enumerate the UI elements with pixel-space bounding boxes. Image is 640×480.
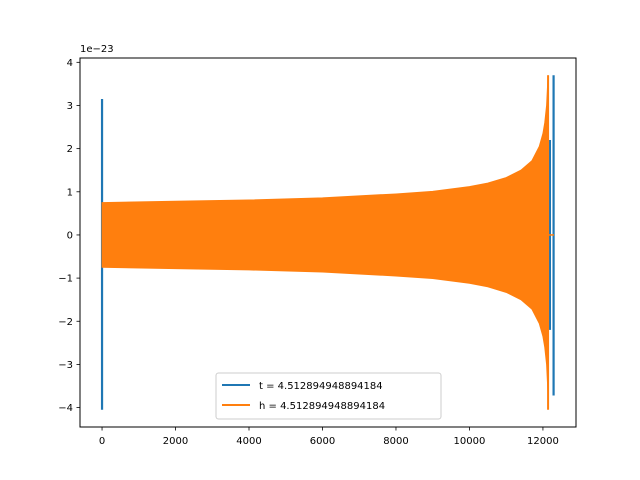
plot-area <box>100 75 555 410</box>
x-tick-label: 12000 <box>527 436 559 447</box>
x-tick-label: 8000 <box>383 436 408 447</box>
axes-frame <box>79 57 577 428</box>
y-tick-label: −2 <box>58 317 73 328</box>
legend-label: t = 4.512894948894184 <box>259 381 383 392</box>
x-tick-label: 6000 <box>310 436 335 447</box>
y-tick-label: 3 <box>67 101 73 112</box>
y-tick-label: −3 <box>58 360 73 371</box>
legend-label: h = 4.512894948894184 <box>259 401 385 412</box>
y-tick-label: −4 <box>58 403 73 414</box>
x-axis: 0 2000 4000 6000 8000 10000 12000 <box>99 427 559 447</box>
y-tick-label: −1 <box>58 274 73 285</box>
y-tick-label: 2 <box>67 144 73 155</box>
x-tick-label: 4000 <box>236 436 261 447</box>
x-tick-label: 10000 <box>454 436 486 447</box>
series-layer <box>100 75 555 410</box>
y-offset-text: 1e−23 <box>80 44 114 55</box>
legend: t = 4.512894948894184 h = 4.5128949488941… <box>215 372 442 420</box>
legend-box <box>215 372 442 420</box>
x-tick-label: 2000 <box>163 436 188 447</box>
y-axis: −4 −3 −2 −1 0 1 2 3 4 <box>58 58 80 414</box>
x-tick-label: 0 <box>99 436 105 447</box>
y-tick-label: 0 <box>67 231 73 242</box>
y-tick-label: 4 <box>67 58 73 69</box>
y-tick-label: 1 <box>67 187 73 198</box>
